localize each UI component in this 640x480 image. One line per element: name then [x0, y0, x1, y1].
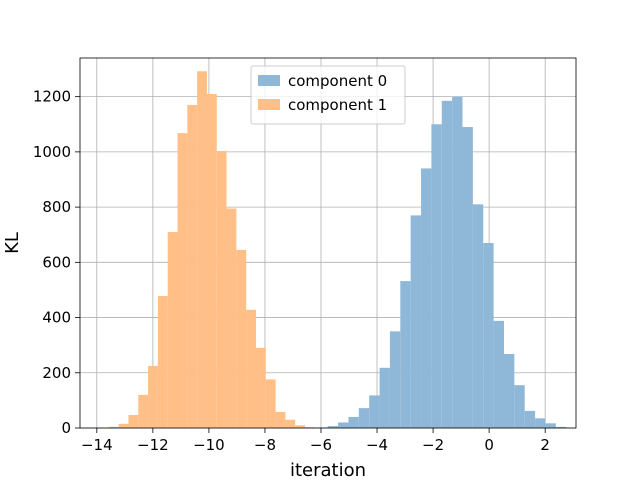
- bar-series-0: [348, 416, 359, 428]
- x-tick-label: 0: [484, 436, 494, 454]
- bar-series-0: [441, 100, 453, 428]
- axis-ticks: −14 −12 −10 −8 −6 −4 −2 0 2 0 200 400 600 800 1000 1200: [33, 88, 550, 454]
- bar-series-0: [338, 422, 349, 428]
- bar-series-0: [421, 168, 432, 428]
- bar-series-0: [524, 410, 536, 428]
- bar-series-1: [265, 379, 276, 428]
- bar-series-1: [305, 427, 315, 428]
- legend-box: [250, 65, 406, 125]
- y-tick-label: 400: [42, 309, 71, 327]
- x-tick-label: −14: [81, 436, 113, 454]
- x-tick-label: 2: [540, 436, 550, 454]
- bar-series-0: [493, 320, 504, 428]
- legend: component 0 component 1: [250, 65, 406, 125]
- bar-series-1: [197, 71, 207, 429]
- y-tick-label: 800: [42, 198, 71, 216]
- x-tick-label: −6: [310, 436, 332, 454]
- bar-series-1: [285, 419, 296, 428]
- x-tick-label: −8: [254, 436, 276, 454]
- bar-series-1: [177, 133, 188, 428]
- bar-series-0: [462, 127, 473, 429]
- bar-series-0: [327, 426, 339, 428]
- bar-series-1: [206, 93, 217, 429]
- y-tick-label: 1000: [33, 143, 71, 161]
- bar-series-0: [535, 418, 546, 428]
- bar-series-1: [246, 309, 256, 428]
- bar-series-0: [358, 408, 370, 428]
- bar-series-0: [503, 354, 515, 428]
- bar-series-1: [236, 249, 247, 428]
- legend-swatch: [258, 99, 280, 110]
- y-tick-label: 600: [42, 253, 71, 271]
- bar-series-1: [275, 411, 286, 428]
- plot-frame: [79, 57, 577, 429]
- bar-series-0: [545, 423, 556, 428]
- bar-series-1: [255, 347, 266, 428]
- bar-series-1: [157, 296, 168, 428]
- bar-series-0: [400, 281, 411, 428]
- y-tick-label: 0: [61, 419, 71, 437]
- bar-series-1: [108, 426, 119, 428]
- x-tick-label: −10: [193, 436, 225, 454]
- y-tick-label: 1200: [33, 88, 71, 106]
- y-tick-label: 200: [42, 364, 71, 382]
- bar-series-0: [389, 331, 401, 428]
- bar-series-1: [148, 365, 158, 428]
- bar-series-0: [431, 124, 442, 429]
- bar-series-1: [138, 394, 149, 428]
- legend-swatch: [258, 75, 280, 86]
- x-tick-label: −4: [366, 436, 388, 454]
- y-axis-label: KL: [2, 232, 23, 254]
- bar-series-0: [555, 426, 567, 428]
- legend-label: component 0: [288, 72, 387, 90]
- histogram-bars: [108, 71, 567, 429]
- bar-series-1: [295, 425, 306, 428]
- x-tick-label: −2: [422, 436, 444, 454]
- bar-series-1: [118, 423, 129, 428]
- bar-series-1: [216, 151, 227, 428]
- bar-series-1: [128, 415, 139, 428]
- bar-series-1: [226, 208, 237, 428]
- bar-series-0: [483, 243, 494, 428]
- bar-series-0: [379, 367, 390, 428]
- bar-series-0: [514, 385, 525, 428]
- bar-series-1: [167, 231, 178, 428]
- bar-series-0: [410, 215, 422, 428]
- bar-series-1: [187, 104, 198, 428]
- x-axis-label: iteration: [290, 460, 366, 480]
- bar-series-0: [452, 96, 463, 429]
- bar-series-0: [472, 204, 484, 428]
- legend-label: component 1: [288, 96, 387, 114]
- bar-series-0: [369, 395, 380, 428]
- x-tick-label: −12: [137, 436, 169, 454]
